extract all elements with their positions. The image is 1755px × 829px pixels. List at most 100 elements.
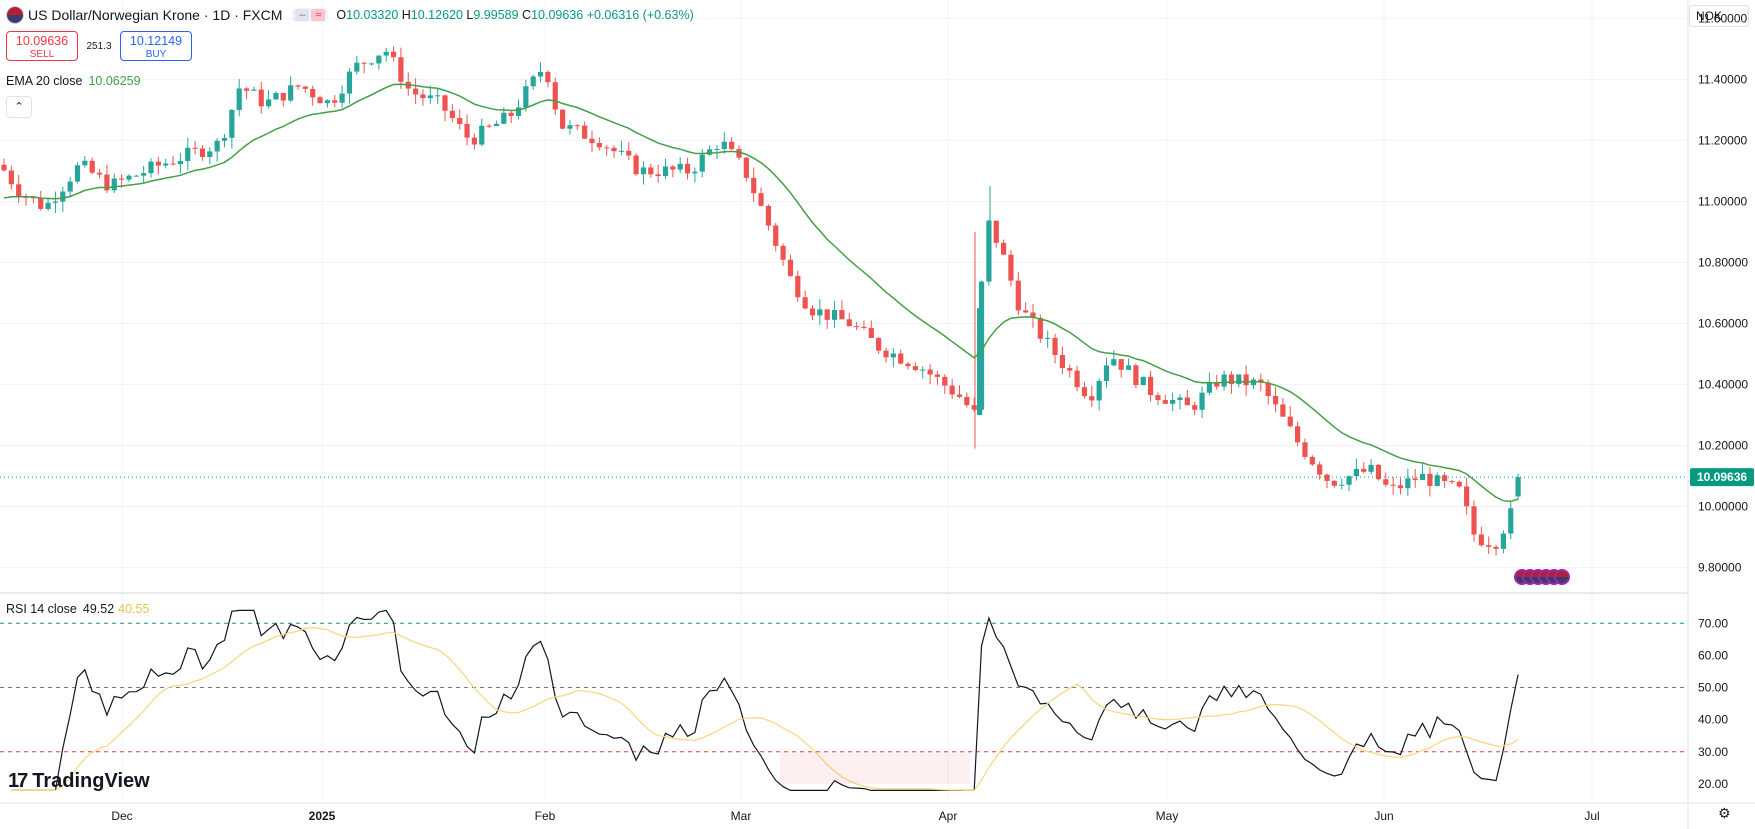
candle-body bbox=[38, 198, 44, 209]
candle-body bbox=[964, 396, 970, 406]
us-flag-icon bbox=[6, 6, 24, 24]
candle-body bbox=[1118, 359, 1124, 370]
candle-body bbox=[346, 71, 353, 94]
candle-body bbox=[861, 326, 867, 328]
candle-body bbox=[214, 140, 220, 152]
candle-body bbox=[236, 88, 242, 110]
candle-body bbox=[288, 85, 294, 101]
candle-body bbox=[949, 385, 955, 395]
candle-body bbox=[515, 107, 522, 116]
symbol-legend[interactable]: US Dollar/Norwegian Krone · 1D · FXCM – … bbox=[6, 6, 694, 24]
hide-icon[interactable]: – bbox=[295, 9, 310, 21]
rsi-tick-label: 50.00 bbox=[1698, 681, 1728, 695]
candle-body bbox=[1265, 382, 1271, 397]
candle-body bbox=[589, 138, 595, 144]
price-tick-label: 11.60000 bbox=[1698, 11, 1747, 25]
candle-body bbox=[457, 117, 463, 124]
rsi-legend[interactable]: RSI 14 close 49.52 40.55 bbox=[6, 602, 150, 616]
time-tick-label: May bbox=[1156, 809, 1179, 823]
candle-body bbox=[1030, 312, 1036, 318]
candle-body bbox=[890, 353, 896, 358]
rsi-tick-label: 20.00 bbox=[1698, 777, 1728, 791]
candle-body bbox=[1096, 381, 1102, 401]
candle-body bbox=[596, 143, 602, 148]
candle-body bbox=[427, 95, 433, 99]
candle-body bbox=[523, 86, 529, 108]
candle-body bbox=[1390, 484, 1396, 486]
candle-body bbox=[295, 85, 301, 87]
candle-body bbox=[743, 157, 749, 178]
candle-body bbox=[560, 109, 566, 129]
candle-body bbox=[1243, 374, 1249, 386]
time-tick-label: Jul bbox=[1584, 809, 1599, 823]
time-tick-label: Mar bbox=[731, 809, 752, 823]
candle-body bbox=[1375, 464, 1382, 480]
candle-body bbox=[530, 76, 536, 87]
candle-body bbox=[1486, 545, 1492, 547]
last-price-label: 10.09636 bbox=[1697, 470, 1747, 484]
candle-body bbox=[1515, 477, 1521, 497]
gear-icon[interactable]: ⚙ bbox=[1718, 805, 1731, 821]
candle-body bbox=[1353, 468, 1359, 477]
candle-body bbox=[435, 95, 441, 97]
price-tick-label: 11.40000 bbox=[1698, 72, 1747, 86]
candle-body bbox=[1177, 397, 1183, 400]
candle-body bbox=[1125, 365, 1132, 370]
candle-body bbox=[192, 147, 198, 149]
candle-body bbox=[633, 155, 639, 175]
candle-body bbox=[1456, 481, 1462, 487]
buy-button[interactable]: 10.12149 BUY bbox=[120, 31, 192, 61]
chart-type-pill[interactable]: – ≈ bbox=[292, 8, 329, 22]
candle-body bbox=[934, 374, 941, 377]
trade-panel: 10.09636 SELL 251.3 10.12149 BUY bbox=[6, 31, 192, 61]
compare-icon[interactable]: ≈ bbox=[311, 9, 326, 21]
candle-body bbox=[229, 109, 235, 138]
candle-body bbox=[104, 174, 110, 191]
candle-body bbox=[376, 55, 382, 64]
last-price-tag bbox=[1690, 468, 1754, 487]
candle-body bbox=[30, 197, 36, 199]
event-flag-icon bbox=[1554, 569, 1570, 585]
price-tick-label: 10.80000 bbox=[1698, 255, 1748, 269]
candle-body bbox=[655, 174, 661, 177]
candle-body bbox=[1331, 480, 1337, 486]
candle-body bbox=[626, 150, 632, 156]
candle-body bbox=[751, 177, 757, 194]
candle-body bbox=[96, 172, 103, 175]
candle-body bbox=[1508, 508, 1514, 534]
candle-body bbox=[1339, 484, 1345, 486]
spread-value: 251.3 bbox=[86, 40, 112, 52]
candle-body bbox=[1067, 368, 1073, 371]
price-tick-label: 10.40000 bbox=[1698, 377, 1748, 391]
sell-button[interactable]: 10.09636 SELL bbox=[6, 31, 78, 61]
candle-body bbox=[1111, 359, 1117, 366]
candle-body bbox=[1397, 485, 1404, 489]
candle-body bbox=[640, 167, 647, 175]
candle-body bbox=[986, 220, 992, 282]
candle-body bbox=[332, 100, 338, 103]
candle-body bbox=[442, 95, 448, 111]
candle-body bbox=[618, 150, 624, 152]
candle-body bbox=[354, 62, 360, 72]
symbol-title[interactable]: US Dollar/Norwegian Krone · 1D · FXCM bbox=[28, 7, 283, 23]
candle-body bbox=[780, 245, 786, 260]
price-tick-label: 9.80000 bbox=[1698, 561, 1742, 575]
candle-body bbox=[390, 51, 397, 58]
candle-body bbox=[1427, 473, 1433, 486]
candle-body bbox=[1140, 376, 1146, 386]
candle-body bbox=[758, 193, 764, 206]
candle-body bbox=[339, 93, 345, 103]
candle-body bbox=[45, 202, 51, 209]
ema-legend[interactable]: EMA 20 close 10.06259 bbox=[6, 74, 141, 88]
event-badges[interactable] bbox=[1514, 569, 1570, 585]
candle-body bbox=[368, 63, 375, 65]
candle-body bbox=[1236, 374, 1242, 384]
currency-button[interactable]: NOK bbox=[1689, 5, 1749, 27]
candle-body bbox=[177, 161, 183, 165]
candle-body bbox=[868, 327, 874, 339]
collapse-icon[interactable]: ⌃ bbox=[6, 96, 32, 118]
candle-body bbox=[736, 149, 742, 158]
price-tick-label: 10.20000 bbox=[1698, 439, 1748, 453]
candle-body bbox=[670, 166, 676, 170]
